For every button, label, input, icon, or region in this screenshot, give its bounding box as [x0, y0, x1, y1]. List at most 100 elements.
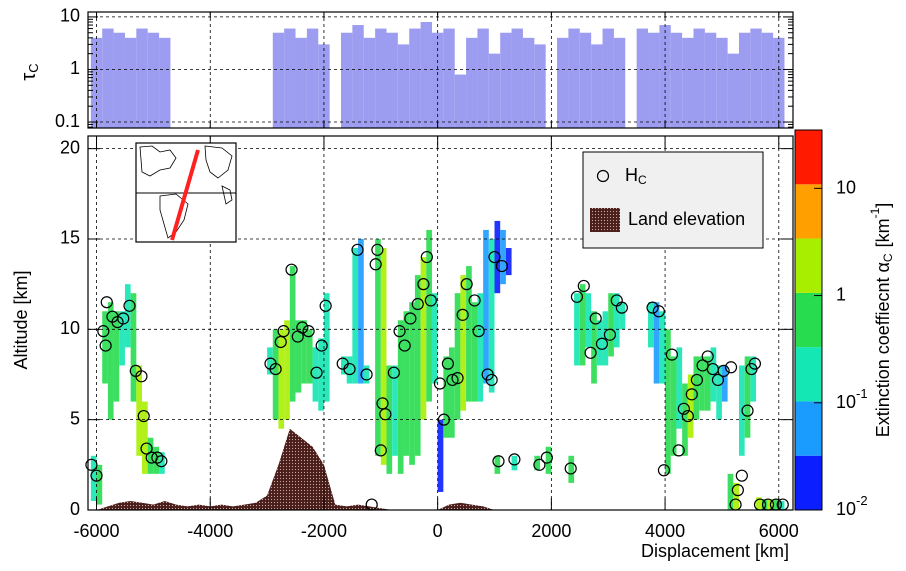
hc-marker [724, 361, 738, 374]
hc-marker [646, 301, 659, 314]
tau-bar [488, 53, 501, 128]
hc-marker [681, 409, 694, 423]
hc-marker [369, 258, 382, 271]
hc-marker [589, 312, 602, 325]
extinction-cell [90, 455, 97, 501]
colorbar-tick-exponent: -2 [856, 493, 868, 508]
y-tick-label: 15 [60, 228, 80, 248]
hc-marker [296, 321, 309, 334]
y-tick-label: 1 [70, 58, 80, 78]
hc-marker [441, 357, 454, 370]
hc-marker [319, 299, 332, 312]
hc-marker [492, 455, 505, 468]
tau-bar [500, 32, 512, 128]
tau-bar [602, 28, 614, 128]
extinction-cell [488, 238, 495, 393]
hc-marker [97, 325, 110, 338]
hc-marker [564, 462, 577, 475]
hc-marker [701, 350, 714, 363]
extinction-cell [380, 248, 387, 465]
extinction-cell [449, 347, 455, 438]
tau-bar [534, 44, 546, 129]
y-axis-label: Altitude [km] [11, 270, 31, 369]
extinction-cell [568, 455, 575, 483]
tau-bar [522, 37, 535, 128]
extinction-cell [608, 293, 614, 357]
tau-bar [591, 44, 603, 129]
hc-marker [570, 290, 584, 303]
x-tick-label: -2000 [301, 521, 347, 541]
hc-marker [404, 312, 417, 325]
tau-bar [648, 32, 660, 128]
extinction-cell [511, 455, 518, 471]
hc-marker [123, 299, 136, 312]
hc-marker [652, 305, 665, 318]
extinction-cell [107, 302, 114, 420]
hc-marker [577, 279, 590, 293]
colorbar-label-sup: -1 [868, 207, 882, 218]
hc-marker [508, 453, 521, 466]
extinction-cell [687, 374, 694, 438]
tau-bar [511, 28, 523, 128]
tau-bar [693, 28, 705, 128]
extinction-cell [704, 356, 711, 411]
colorbar-tick-label: 10-2 [836, 493, 868, 518]
extinction-cell [579, 284, 586, 366]
inset-coast [204, 145, 233, 179]
y-tick-label: 10 [60, 318, 80, 338]
extinction-cell [312, 347, 319, 402]
tau-bar [113, 32, 125, 128]
extinction-cell [392, 365, 398, 456]
hc-marker [85, 458, 98, 471]
hc-marker [393, 325, 406, 338]
colorbar-label-unit: [km [873, 218, 893, 247]
hc-marker [285, 263, 298, 276]
colorbar-label: Extinction coeffiecnt αC [km-1] [868, 203, 895, 438]
colorbar-band [795, 401, 822, 456]
extinction-cell [431, 293, 438, 384]
hc-marker [665, 348, 678, 361]
extinction-cell [585, 293, 592, 348]
extinction-cell [130, 293, 137, 402]
colorbar-frame [794, 129, 823, 511]
extinction-cell [437, 419, 444, 492]
extinction-cell [341, 356, 347, 375]
extinction-cell [102, 311, 108, 384]
hc-marker [155, 455, 168, 468]
hc-marker [446, 373, 459, 387]
hc-marker [741, 404, 754, 417]
tau-bar [466, 37, 478, 128]
y-tick-label: 10 [60, 6, 80, 26]
x-tick-label: -6000 [74, 521, 120, 541]
extinction-cell [665, 329, 671, 474]
tau-bar [738, 32, 751, 128]
extinction-cell [676, 347, 683, 429]
tau-bar [613, 37, 626, 128]
hc-marker [456, 308, 469, 321]
extinction-cell [545, 446, 552, 474]
inset-map [135, 142, 237, 243]
tau-bar [136, 28, 148, 128]
extinction-cell [648, 302, 654, 348]
hc-marker [488, 250, 501, 264]
extinction-cell [159, 452, 165, 474]
extinction-cell [352, 248, 359, 384]
hc-marker [100, 296, 113, 309]
colorbar-tick-label: 10-1 [836, 386, 868, 411]
extinction-cell [454, 293, 461, 420]
x-tick-label: 4000 [645, 521, 685, 541]
extinction-cell [477, 293, 484, 402]
extinction-cell [278, 329, 285, 429]
extinction-cell [756, 497, 762, 510]
tau-bar [579, 32, 592, 128]
hc-marker [748, 357, 762, 370]
hc-marker [540, 451, 553, 464]
hc-marker [398, 339, 411, 352]
extinction-cell [147, 437, 154, 474]
tau-bar [272, 32, 285, 128]
tau-bar [375, 28, 387, 128]
extinction-cell [591, 311, 597, 384]
tau-bar [341, 32, 353, 128]
tau-bar [670, 32, 683, 128]
